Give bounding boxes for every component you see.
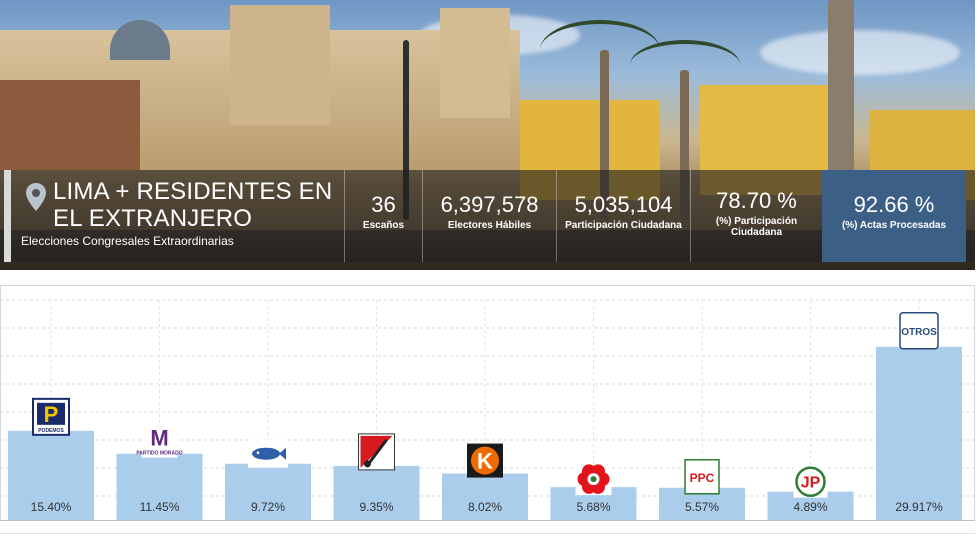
chart-bars xyxy=(8,346,962,520)
stat-escanos-label: Escaños xyxy=(362,220,405,231)
stat-electores-label: Electores Hábiles xyxy=(447,220,532,231)
stat-participacion-label: Participación Ciudadana xyxy=(565,220,682,231)
bar-0[interactable] xyxy=(8,430,94,520)
party-logo-ppc: PPC xyxy=(684,459,720,495)
stat-participacion-pct-label2: Ciudadana xyxy=(730,227,783,238)
bar-2[interactable] xyxy=(225,463,311,520)
party-logo-apra xyxy=(575,464,612,496)
svg-text:PODEMOS: PODEMOS xyxy=(38,428,64,434)
bar-1[interactable] xyxy=(116,453,203,520)
election-subtitle: Elecciones Congresales Extraordinarias xyxy=(21,234,234,248)
stat-actas: 92.66 % (%) Actas Procesadas xyxy=(822,170,966,262)
bar-4[interactable] xyxy=(442,473,528,520)
party-logo-otros: OTROS xyxy=(899,312,939,350)
svg-text:P: P xyxy=(44,402,59,427)
svg-text:OTROS: OTROS xyxy=(901,327,937,338)
stat-escanos: 36 Escaños xyxy=(344,170,422,262)
party-logo-jp: JP xyxy=(793,465,828,498)
chart-bottom-divider xyxy=(0,533,975,534)
bar-3[interactable] xyxy=(333,465,420,520)
bar-value-label: 5.68% xyxy=(576,500,610,514)
results-chart-frame xyxy=(0,285,975,521)
region-title-box: LIMA + RESIDENTES EN EL EXTRANJERO Elecc… xyxy=(4,170,344,262)
bar-value-label: 11.45% xyxy=(140,500,180,514)
stat-participacion: 5,035,104 Participación Ciudadana xyxy=(556,170,690,262)
info-bar: LIMA + RESIDENTES EN EL EXTRANJERO Elecc… xyxy=(0,170,975,262)
svg-text:PPC: PPC xyxy=(690,471,715,485)
svg-text:JP: JP xyxy=(801,475,821,492)
stat-participacion-pct-value: 78.70 % xyxy=(716,188,797,213)
svg-text:PARTIDO MORADO: PARTIDO MORADO xyxy=(136,451,182,457)
bar-value-label: 29.917% xyxy=(895,500,943,514)
bar-value-label: 9.35% xyxy=(359,500,393,514)
region-title-line1: LIMA + RESIDENTES EN xyxy=(53,178,333,205)
header-banner: LIMA + RESIDENTES EN EL EXTRANJERO Elecc… xyxy=(0,0,975,270)
svg-text:K: K xyxy=(477,449,493,474)
chart-value-labels: 15.40% 11.45% 9.72% 9.35% 8.02% 5.68% 5.57% 4.8… xyxy=(31,500,943,514)
bar-value-label: 4.89% xyxy=(793,500,827,514)
party-logo-fish xyxy=(248,439,288,468)
bar-value-label: 5.57% xyxy=(685,500,719,514)
stat-actas-value: 92.66 % xyxy=(853,192,935,217)
stat-participacion-pct-label1: (%) Participación xyxy=(715,216,798,227)
bar-value-label: 9.72% xyxy=(251,500,285,514)
chart-baseline xyxy=(0,520,975,521)
stat-actas-label: (%) Actas Procesadas xyxy=(841,220,947,231)
stat-electores: 6,397,578 Electores Hábiles xyxy=(422,170,556,262)
bar-8[interactable] xyxy=(876,346,962,520)
bar-value-label: 15.40% xyxy=(31,500,72,514)
stat-participacion-pct: 78.70 % (%) Participación Ciudadana xyxy=(690,170,822,262)
bar-value-label: 8.02% xyxy=(468,500,502,514)
svg-text:M: M xyxy=(150,426,168,451)
party-logo-fuerza: K xyxy=(467,443,503,478)
stat-participacion-value: 5,035,104 xyxy=(574,192,673,217)
stat-electores-value: 6,397,578 xyxy=(440,192,539,217)
party-logo-somos xyxy=(358,433,395,471)
stat-escanos-value: 36 xyxy=(371,192,396,217)
location-pin-icon xyxy=(26,183,46,211)
region-title-line2: EL EXTRANJERO xyxy=(53,205,253,232)
